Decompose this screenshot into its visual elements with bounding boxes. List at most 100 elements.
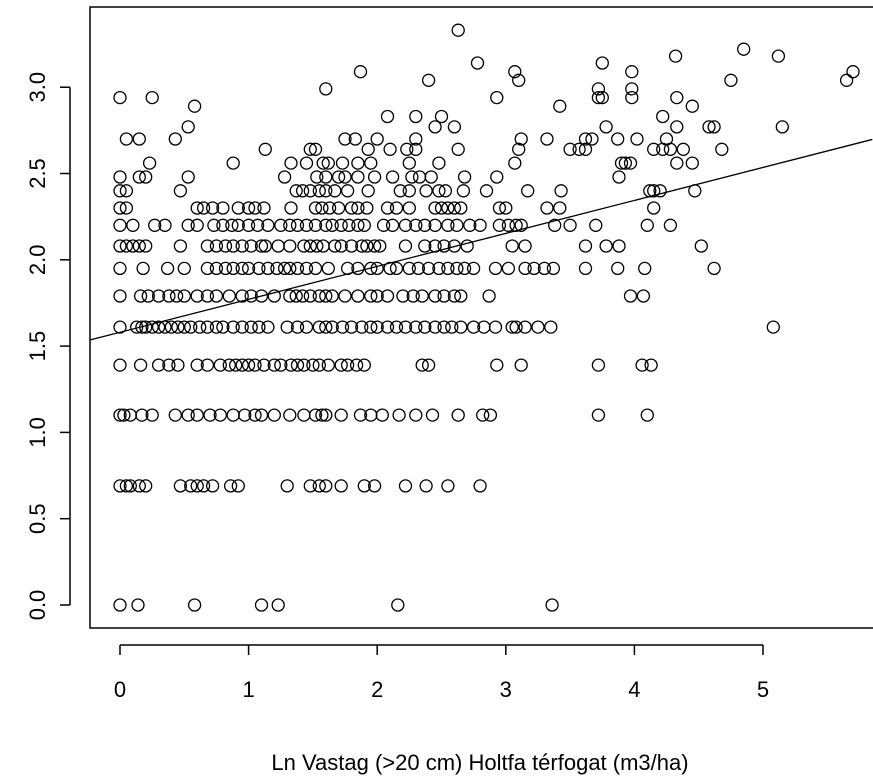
data-point-105 bbox=[184, 320, 198, 334]
data-point-422 bbox=[578, 132, 593, 146]
data-point-294 bbox=[450, 218, 464, 232]
data-point-152 bbox=[200, 289, 215, 303]
data-point-164 bbox=[319, 289, 333, 303]
data-point-24 bbox=[357, 479, 371, 493]
data-point-326 bbox=[402, 201, 416, 215]
data-point-279 bbox=[299, 218, 314, 232]
data-point-65 bbox=[162, 358, 176, 372]
data-point-128 bbox=[398, 320, 413, 334]
data-point-383 bbox=[316, 156, 330, 170]
data-point-161 bbox=[295, 289, 310, 303]
data-point-162 bbox=[303, 289, 317, 303]
data-point-341 bbox=[295, 184, 310, 198]
data-point-241 bbox=[303, 239, 317, 253]
data-point-382 bbox=[299, 156, 314, 170]
data-point-94 bbox=[644, 358, 658, 372]
data-point-19 bbox=[280, 479, 294, 493]
data-point-69 bbox=[213, 358, 227, 372]
data-point-22 bbox=[319, 479, 333, 493]
data-point-126 bbox=[380, 320, 395, 334]
data-point-270 bbox=[216, 218, 230, 232]
data-point-36 bbox=[181, 408, 195, 422]
data-point-454 bbox=[839, 73, 854, 87]
x-axis: 0 1 2 3 4 5 bbox=[114, 644, 769, 702]
data-point-299 bbox=[509, 218, 523, 232]
data-point-46 bbox=[297, 408, 311, 422]
data-point-272 bbox=[231, 218, 245, 232]
data-point-237 bbox=[258, 239, 272, 253]
data-point-343 bbox=[312, 184, 326, 198]
data-point-320 bbox=[331, 201, 346, 215]
data-point-292 bbox=[428, 218, 442, 232]
data-point-176 bbox=[447, 289, 462, 303]
data-point-399 bbox=[361, 142, 375, 156]
data-point-179 bbox=[623, 289, 638, 303]
x-axis-title: Ln Vastag (>20 cm) Holtfa térfogat (m3/h… bbox=[271, 750, 688, 775]
data-point-393 bbox=[623, 156, 638, 170]
data-point-6 bbox=[545, 598, 559, 612]
data-point-201 bbox=[351, 261, 365, 276]
data-point-386 bbox=[351, 156, 365, 170]
data-point-217 bbox=[527, 261, 541, 276]
data-point-56 bbox=[425, 408, 440, 422]
data-point-104 bbox=[177, 320, 191, 334]
data-point-95 bbox=[113, 320, 127, 334]
data-point-318 bbox=[315, 201, 329, 215]
data-point-2 bbox=[187, 598, 202, 612]
data-point-180 bbox=[636, 289, 651, 303]
data-point-268 bbox=[190, 218, 204, 232]
data-point-78 bbox=[284, 358, 298, 372]
data-point-349 bbox=[402, 184, 416, 198]
x-tick-label-5: 5 bbox=[757, 677, 769, 702]
data-point-447 bbox=[670, 90, 684, 105]
data-point-168 bbox=[364, 289, 378, 303]
data-point-431 bbox=[670, 120, 684, 134]
data-point-160 bbox=[289, 289, 303, 303]
y-tick-label-6: 3.0 bbox=[25, 72, 50, 103]
data-point-74 bbox=[248, 358, 262, 372]
data-point-356 bbox=[554, 184, 568, 198]
data-point-7 bbox=[113, 479, 127, 493]
data-point-273 bbox=[241, 218, 256, 232]
data-point-116 bbox=[290, 320, 305, 334]
data-point-110 bbox=[226, 320, 240, 334]
data-point-216 bbox=[518, 261, 532, 276]
data-point-360 bbox=[688, 184, 702, 198]
data-point-76 bbox=[267, 358, 281, 372]
data-point-175 bbox=[437, 289, 451, 303]
data-point-418 bbox=[370, 132, 384, 146]
data-point-90 bbox=[490, 358, 504, 372]
data-point-465 bbox=[775, 120, 789, 134]
data-point-302 bbox=[563, 218, 577, 232]
data-point-194 bbox=[277, 261, 292, 276]
data-point-264 bbox=[126, 218, 140, 232]
data-point-321 bbox=[344, 201, 359, 215]
data-point-358 bbox=[647, 184, 661, 198]
data-point-436 bbox=[434, 109, 449, 124]
data-point-362 bbox=[132, 170, 146, 184]
data-point-108 bbox=[209, 320, 224, 334]
data-point-91 bbox=[514, 358, 528, 372]
data-point-288 bbox=[385, 218, 400, 232]
data-point-144 bbox=[113, 289, 127, 303]
data-point-45 bbox=[283, 408, 297, 422]
data-point-15 bbox=[196, 479, 211, 493]
data-point-10 bbox=[132, 479, 146, 493]
data-point-44 bbox=[267, 408, 281, 422]
data-point-170 bbox=[380, 289, 395, 303]
data-point-34 bbox=[145, 408, 159, 422]
data-point-440 bbox=[685, 99, 699, 113]
data-point-443 bbox=[490, 90, 504, 105]
data-point-289 bbox=[398, 218, 413, 232]
data-point-427 bbox=[181, 120, 195, 134]
data-point-430 bbox=[599, 120, 613, 134]
data-point-151 bbox=[190, 289, 204, 303]
y-tick-label-3: 1.5 bbox=[25, 331, 50, 362]
data-point-172 bbox=[406, 289, 420, 303]
data-point-429 bbox=[447, 120, 462, 134]
data-point-146 bbox=[141, 289, 155, 303]
data-point-155 bbox=[235, 289, 249, 303]
data-point-339 bbox=[173, 184, 188, 198]
data-point-369 bbox=[338, 170, 352, 184]
data-point-182 bbox=[136, 261, 150, 276]
